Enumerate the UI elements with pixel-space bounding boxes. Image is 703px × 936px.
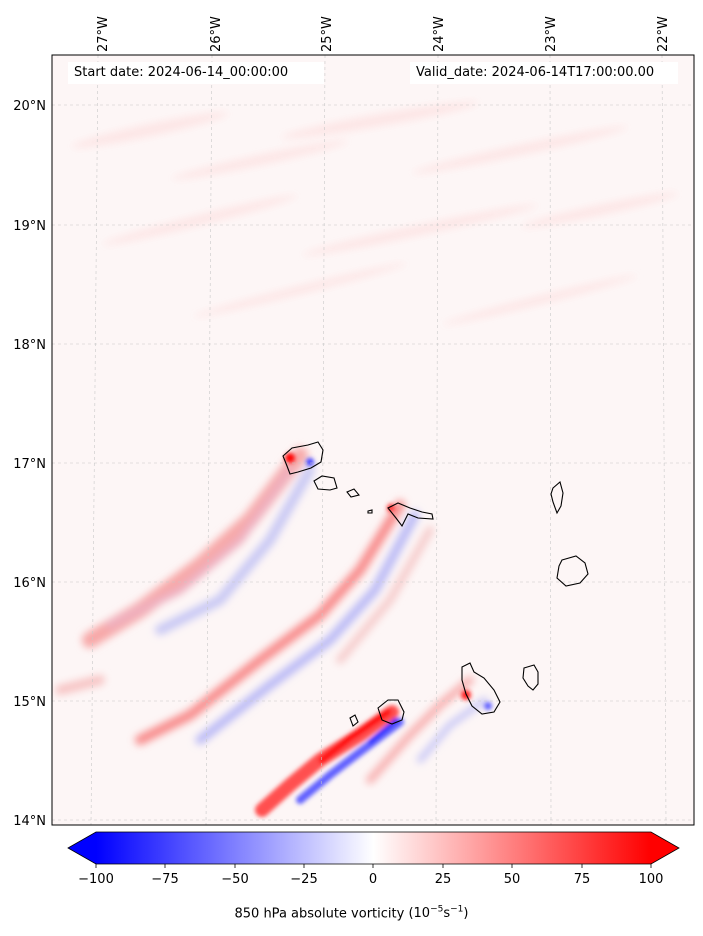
variable-name: 850 hPa absolute vorticity: [234, 906, 405, 922]
colorbar-tick-label: 25: [435, 872, 452, 887]
island-fogo: [377, 699, 405, 725]
colorbar-tick-label: 0: [369, 872, 377, 887]
colorbar-tick-label: −75: [151, 872, 178, 887]
lon-tick-label: 23°W: [544, 16, 559, 52]
lat-tick-label: 18°N: [13, 338, 46, 353]
island-santa-luzia: [346, 488, 360, 498]
lat-tick-label: 15°N: [13, 695, 46, 710]
lat-tick-label: 20°N: [13, 99, 46, 114]
island-boa-vista: [556, 555, 589, 587]
lon-tick-label: 25°W: [320, 16, 335, 52]
lon-tick-label: 24°W: [432, 16, 447, 52]
lat-tick-label: 19°N: [13, 219, 46, 234]
colorbar-gradient: [96, 832, 651, 864]
start-date-text: Start date: 2024-06-14_00:00:00: [74, 65, 289, 80]
lat-tick-label: 16°N: [13, 576, 46, 591]
valid-date-label: Valid_date: 2024-06-14T17:00:00.00: [410, 62, 678, 84]
colorbar-extend-high: [651, 832, 679, 864]
island-santiago: [461, 662, 501, 715]
island-razo: [367, 509, 373, 514]
colorbar-tick-label: −50: [221, 872, 248, 887]
graticule: [52, 55, 694, 825]
start-date-label: Start date: 2024-06-14_00:00:00: [68, 62, 324, 84]
island-sal: [550, 481, 564, 515]
island-santo-antao: [282, 441, 324, 475]
lat-tick-labels: 20°N 19°N 18°N 17°N 16°N 15°N 14°N: [13, 99, 46, 829]
lon-tick-label: 27°W: [96, 16, 111, 52]
vorticity-field: [52, 55, 694, 825]
island-brava: [349, 714, 359, 727]
island-sao-nicolau: [387, 502, 434, 528]
colorbar-tick-label: −100: [78, 872, 114, 887]
island-maio: [522, 664, 539, 691]
lat-tick-label: 14°N: [13, 814, 46, 829]
lon-tick-label: 26°W: [209, 16, 224, 52]
plot-frame: [51, 54, 695, 826]
island-sao-vicente: [313, 475, 338, 491]
colorbar-extend-low: [68, 832, 96, 864]
colorbar: −100 −75 −50 −25 0 25 50 75 100: [67, 831, 680, 887]
colorbar-tick-label: 75: [574, 872, 591, 887]
coastlines: [282, 441, 589, 727]
lon-tick-labels: 27°W 26°W 25°W 24°W 23°W 22°W: [96, 16, 671, 52]
colorbar-tick-label: 100: [639, 872, 664, 887]
lat-tick-label: 17°N: [13, 457, 46, 472]
lon-tick-label: 22°W: [656, 16, 671, 52]
colorbar-tick-label: −25: [290, 872, 317, 887]
colorbar-title: 850 hPa absolute vorticity (10−5s−1): [0, 905, 703, 921]
colorbar-tick-label: 50: [504, 872, 521, 887]
units-label: (10−5s−1): [408, 905, 469, 922]
valid-date-text: Valid_date: 2024-06-14T17:00:00.00: [416, 65, 655, 80]
